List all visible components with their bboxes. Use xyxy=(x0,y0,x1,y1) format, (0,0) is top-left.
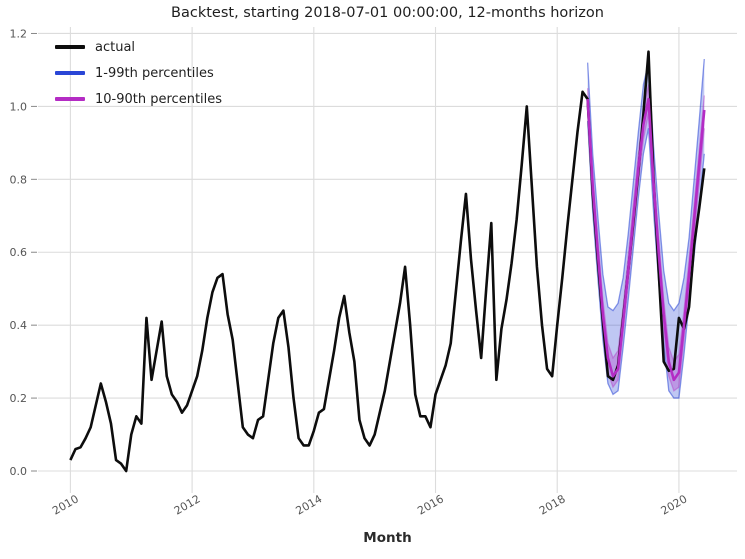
legend-label-10-90th-percentiles: 10-90th percentiles xyxy=(95,91,223,107)
x-tick-label: 2010 xyxy=(50,492,81,517)
percentile-10-90-line-swatch xyxy=(55,97,85,101)
x-tick-label: 2016 xyxy=(415,492,446,517)
band-1-99th-percentiles xyxy=(587,59,705,399)
legend-entry-10-90th-percentiles: 10-90th percentiles xyxy=(55,86,222,112)
legend-label-1-99th-percentiles: 1-99th percentiles xyxy=(95,65,214,81)
y-tick-label: 1.0 xyxy=(10,100,28,113)
actual-line xyxy=(69,50,706,473)
y-tick-label: 0.8 xyxy=(10,173,28,186)
y-tick-label: 0.4 xyxy=(10,319,28,332)
chart-title: Backtest, starting 2018-07-01 00:00:00, … xyxy=(171,5,604,21)
x-tick-label: 2012 xyxy=(172,492,203,517)
legend: actual 1-99th percentiles 10-90th percen… xyxy=(55,34,222,112)
legend-entry-1-99th-percentiles: 1-99th percentiles xyxy=(55,60,222,86)
legend-label-actual: actual xyxy=(95,39,136,55)
x-tick-label: 2018 xyxy=(537,492,568,517)
legend-entry-actual: actual xyxy=(55,34,222,60)
y-tick-label: 1.2 xyxy=(10,27,28,40)
actual-line-swatch xyxy=(55,45,85,49)
percentile-1-99-line-swatch xyxy=(55,71,85,75)
x-axis-title: Month xyxy=(363,530,412,546)
y-tick-label: 0.2 xyxy=(10,392,28,405)
forecast-median-line xyxy=(586,97,706,382)
y-tick-label: 0.6 xyxy=(10,246,28,259)
x-tick-label: 2020 xyxy=(659,492,690,517)
y-tick-label: 0.0 xyxy=(10,465,28,478)
x-tick-label: 2014 xyxy=(294,492,325,517)
